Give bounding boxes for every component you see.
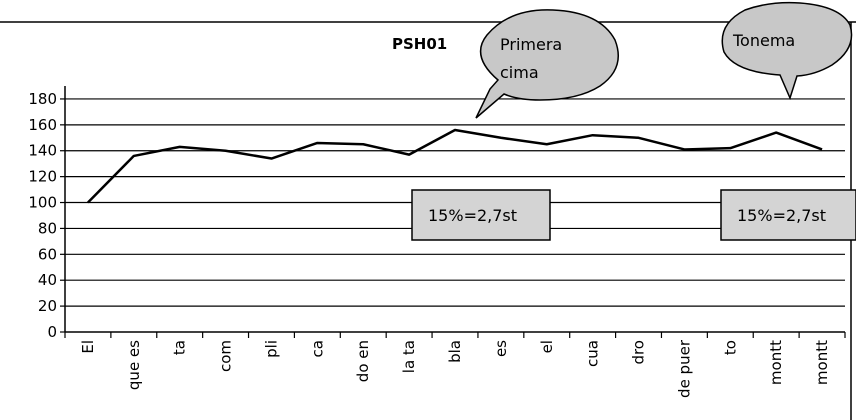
x-tick-label: dro (630, 340, 648, 365)
callout-primera-line1: Primera (500, 35, 562, 54)
x-tick-label: com (217, 340, 235, 372)
x-tick-label: de puer (675, 339, 693, 398)
y-tick-label: 80 (38, 219, 57, 237)
callout-primera-line2: cima (500, 63, 539, 82)
y-tick-label: 160 (28, 116, 57, 134)
x-tick-label: pli (262, 340, 280, 358)
x-tick-label: bla (446, 340, 464, 363)
x-tick-label: que es (125, 340, 143, 390)
callout-bubble-tonema (721, 1, 853, 101)
box-left-rect (411, 189, 551, 241)
y-tick-label: 0 (47, 323, 57, 341)
y-tick-label: 140 (28, 142, 57, 160)
callout-tonema: Tonema (721, 1, 853, 101)
callout-bubble-primera (475, 9, 619, 119)
x-tick-labels: El que es ta com pli ca do en la ta bla es el cua dr… (79, 339, 831, 398)
box-right-text: 15%=2,7st (737, 206, 826, 225)
x-tick-label: do en (354, 340, 372, 382)
y-tick-label: 100 (28, 194, 57, 212)
axes (60, 86, 846, 338)
callout-tonema-text: Tonema (732, 31, 795, 50)
x-tick-label: la ta (400, 340, 418, 373)
x-tick-label: es (492, 340, 510, 357)
y-tick-labels: 0 20 40 60 80 100 120 140 160 180 (28, 90, 57, 341)
x-tick-label: to (721, 340, 739, 355)
x-tick-label: el (538, 340, 556, 353)
x-tick-label: montt (813, 340, 831, 385)
y-tick-label: 180 (28, 90, 57, 108)
series-line (87, 128, 823, 204)
x-tick-label: ta (171, 340, 189, 355)
x-tick-label: ca (308, 340, 326, 357)
x-tick-label: cua (584, 340, 602, 367)
box-right-rect (720, 189, 856, 241)
y-tick-label: 40 (38, 271, 57, 289)
y-tick-label: 60 (38, 245, 57, 263)
callout-primera-cima: Primera cima (475, 9, 619, 119)
box-right: 15%=2,7st (720, 189, 856, 241)
box-left-text: 15%=2,7st (428, 206, 517, 225)
x-tick-label: montt (767, 340, 785, 385)
y-tick-label: 120 (28, 168, 57, 186)
x-tick-label: El (79, 340, 97, 354)
box-left: 15%=2,7st (411, 189, 551, 241)
y-tick-label: 20 (38, 297, 57, 315)
chart-title: PSH01 (392, 35, 447, 53)
